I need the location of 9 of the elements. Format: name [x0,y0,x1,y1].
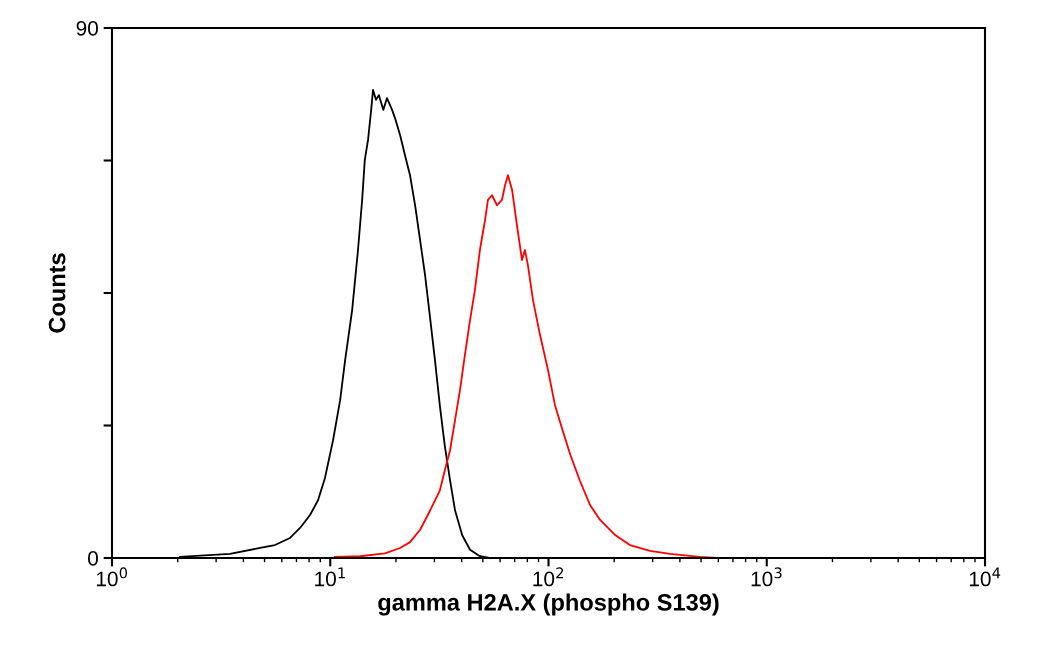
x-tick-label: 10$^{2}$ [533,567,564,587]
y-tick-label: 90 [76,21,98,36]
x-tick-label: 10$^{0}$ [96,567,128,587]
y-axis-title: Counts [48,253,66,333]
x-tick-label: 10$^{4}$ [969,567,1001,587]
y-tick-label: 0 [88,551,98,566]
x-tick-label: 10$^{1}$ [315,567,345,587]
x-tick-label: 10$^{3}$ [751,567,782,587]
x-axis-title: gamma H2A.X (phospho S139) [378,593,719,616]
